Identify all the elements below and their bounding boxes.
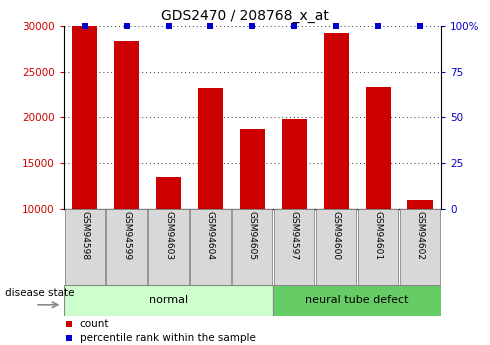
- Bar: [240, 129, 265, 300]
- Bar: [72, 26, 97, 300]
- Text: percentile rank within the sample: percentile rank within the sample: [79, 333, 255, 343]
- Bar: [274, 209, 315, 285]
- Bar: [232, 209, 272, 285]
- Bar: [65, 209, 105, 285]
- Bar: [273, 285, 441, 316]
- Bar: [358, 209, 398, 285]
- Text: disease state: disease state: [5, 288, 74, 298]
- Bar: [198, 88, 223, 300]
- Text: GDS2470 / 208768_x_at: GDS2470 / 208768_x_at: [161, 9, 329, 23]
- Text: normal: normal: [149, 295, 188, 305]
- Text: neural tube defect: neural tube defect: [305, 295, 409, 305]
- Bar: [282, 119, 307, 300]
- Bar: [408, 199, 433, 300]
- Bar: [400, 209, 440, 285]
- Text: GSM94597: GSM94597: [290, 211, 299, 260]
- Text: GSM94603: GSM94603: [164, 211, 173, 260]
- Bar: [114, 41, 139, 300]
- Bar: [106, 209, 147, 285]
- Text: GSM94599: GSM94599: [122, 211, 131, 260]
- Bar: [323, 33, 349, 300]
- Text: GSM94600: GSM94600: [332, 211, 341, 260]
- Bar: [190, 209, 231, 285]
- Bar: [64, 285, 273, 316]
- Bar: [316, 209, 356, 285]
- Bar: [156, 177, 181, 300]
- Text: GSM94604: GSM94604: [206, 211, 215, 260]
- Text: count: count: [79, 319, 109, 329]
- Text: GSM94598: GSM94598: [80, 211, 89, 260]
- Text: GSM94605: GSM94605: [248, 211, 257, 260]
- Text: GSM94602: GSM94602: [416, 211, 424, 260]
- Bar: [366, 87, 391, 300]
- Bar: [148, 209, 189, 285]
- Text: GSM94601: GSM94601: [373, 211, 383, 260]
